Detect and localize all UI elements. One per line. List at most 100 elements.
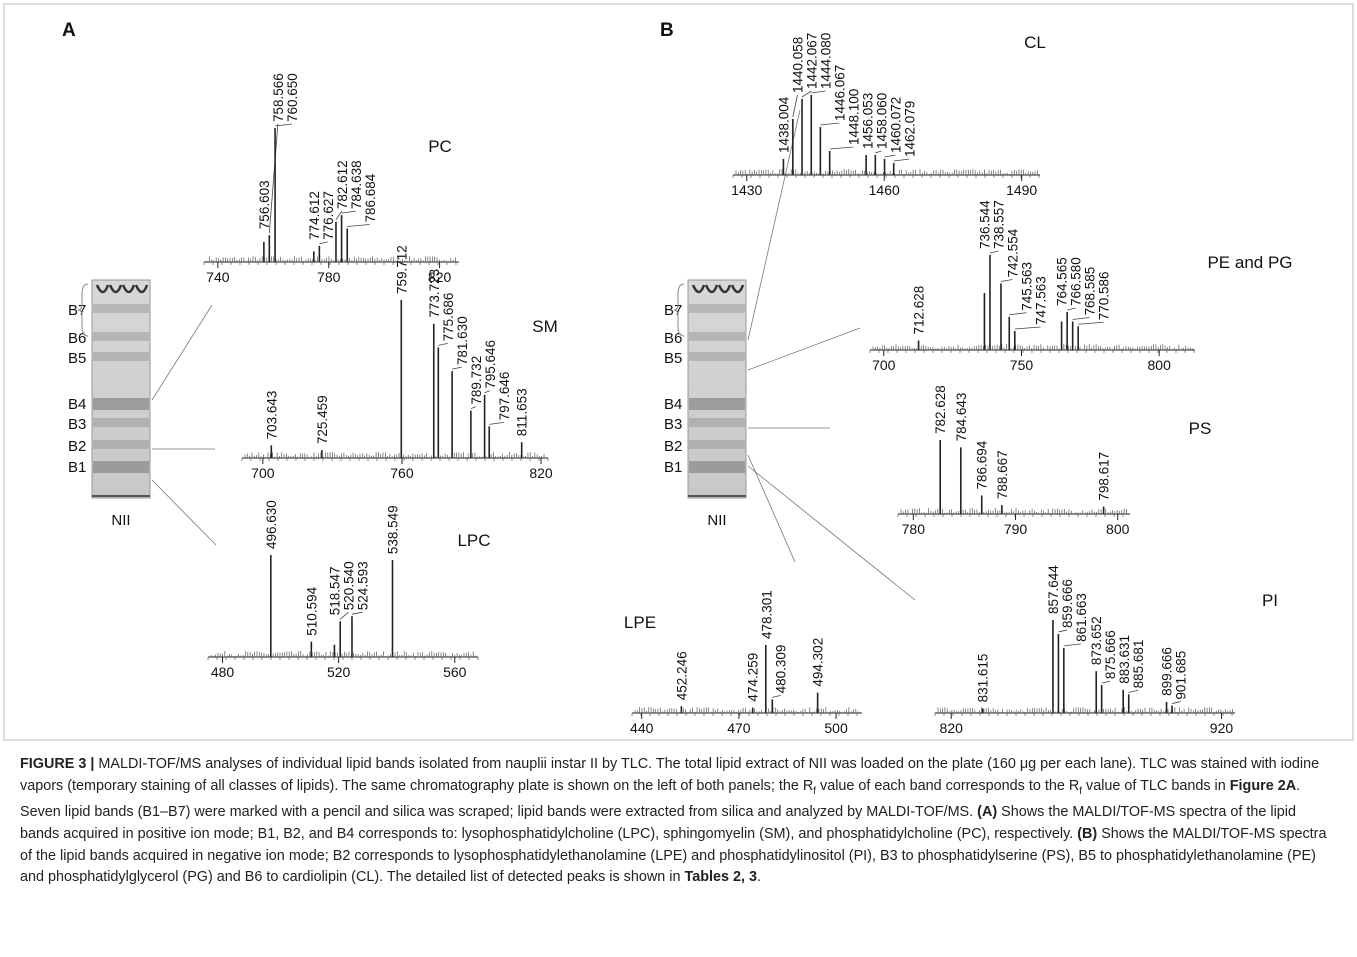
band-label: B3 (68, 416, 86, 433)
peak-label: 747.563 (1033, 276, 1048, 325)
peak-label: 786.694 (975, 440, 990, 489)
peak-label: 760.650 (285, 73, 300, 122)
tlc-band (689, 461, 745, 473)
leader (875, 151, 881, 153)
leader (1129, 690, 1138, 692)
peak-label: 712.628 (912, 286, 927, 335)
tlc-band (93, 398, 149, 410)
peak-label: 494.302 (811, 638, 826, 687)
lane-label: NII (111, 512, 130, 529)
x-tick-label: 750 (1010, 357, 1034, 373)
peak-label: 798.617 (1097, 452, 1112, 501)
peak-label: 776.627 (321, 191, 336, 240)
leader (438, 343, 447, 345)
peak-label: 775.686 (441, 293, 456, 342)
band-label: B4 (664, 396, 682, 413)
band-label: B4 (68, 396, 86, 413)
peak-label: 831.615 (976, 654, 991, 703)
leader (894, 159, 910, 161)
x-tick-label: 920 (1210, 720, 1234, 736)
peak-label: 859.666 (1060, 579, 1075, 628)
peak-label: 478.301 (760, 590, 775, 639)
tlc-band (689, 304, 745, 313)
band-label: B1 (68, 459, 86, 476)
x-tick-label: 760 (390, 465, 414, 481)
leader (452, 367, 462, 369)
x-tick-label: 470 (727, 720, 751, 736)
peak-label: 784.638 (349, 160, 364, 209)
peak-label: 786.684 (363, 173, 378, 222)
peak-label: 768.585 (1083, 267, 1098, 316)
peak-label: 452.246 (674, 651, 689, 700)
leader (830, 147, 854, 149)
x-tick-label: 700 (251, 465, 275, 481)
peak-label: 1458.060 (874, 93, 889, 149)
peak-label: 759.712 (394, 245, 409, 294)
peak-label: 725.459 (315, 395, 330, 444)
peak-label: 1440.058 (790, 37, 805, 93)
peak-label: 873.652 (1089, 616, 1104, 665)
peak-label: 770.586 (1097, 271, 1112, 320)
peak-label: 736.544 (977, 200, 992, 249)
x-tick-label: 500 (824, 720, 848, 736)
peak-label: 784.643 (954, 393, 969, 442)
leader (1064, 644, 1081, 646)
x-tick-label: 780 (317, 269, 341, 285)
band-label: B6 (68, 330, 86, 347)
leader (1058, 630, 1067, 632)
caption-part: (A) (977, 804, 997, 820)
connector (748, 328, 860, 370)
leader (347, 225, 370, 227)
leader (319, 242, 327, 244)
band-label: B7 (664, 302, 682, 319)
peak-label: 766.580 (1069, 257, 1084, 306)
peak-label: 811.653 (515, 388, 530, 436)
peak-label: 788.667 (995, 450, 1010, 499)
x-tick-label: 790 (1004, 521, 1028, 537)
leader (1001, 280, 1012, 282)
peak-label: 756.603 (257, 180, 272, 229)
leader (1078, 322, 1103, 324)
x-tick-label: 480 (211, 664, 235, 680)
peak-label: 480.309 (774, 645, 789, 694)
connector (152, 305, 212, 400)
peak-label: 885.681 (1131, 640, 1146, 689)
peak-label: 1446.067 (832, 65, 847, 121)
tlc-band (93, 304, 149, 313)
connector (748, 466, 915, 600)
peak-label: 1456.053 (860, 93, 875, 149)
peak-label: 782.628 (933, 385, 948, 434)
leader (1009, 313, 1026, 315)
spectrum-title: PE and PG (1207, 253, 1292, 272)
tlc-band (93, 352, 149, 361)
peak-label: 901.685 (1174, 651, 1189, 700)
peak-label: 1444.080 (818, 33, 833, 89)
leader (342, 211, 356, 213)
x-tick-label: 440 (630, 720, 654, 736)
spectrum-title: PI (1262, 591, 1278, 610)
page: AB7B6B5B4B3B2B1NIIPC740780820756.603758.… (0, 0, 1357, 957)
tlc-band (93, 440, 149, 449)
caption-part: FIGURE 3 | (20, 756, 94, 772)
peak-label: 510.594 (304, 586, 319, 635)
leader (1015, 327, 1041, 329)
peak-label: 795.646 (483, 340, 498, 389)
peak-label: 883.631 (1117, 635, 1132, 684)
peak-label: 782.612 (335, 160, 350, 209)
leader (489, 422, 504, 424)
peak-label: 474.259 (746, 653, 761, 702)
peak-label: 797.646 (497, 372, 512, 421)
x-tick-label: 1430 (731, 182, 762, 198)
peak-label: 745.563 (1019, 262, 1034, 311)
peak-label: 1460.072 (888, 97, 903, 153)
panel-letter: A (62, 20, 76, 41)
band-label: B5 (664, 350, 682, 367)
peak-label: 703.643 (264, 391, 279, 440)
peak-label: 738.557 (991, 200, 1006, 249)
leader (269, 124, 278, 233)
peak-label: 1462.079 (902, 101, 917, 157)
caption-part: value of each band corresponds to the R (816, 778, 1079, 794)
peak-label: 524.593 (355, 561, 370, 610)
